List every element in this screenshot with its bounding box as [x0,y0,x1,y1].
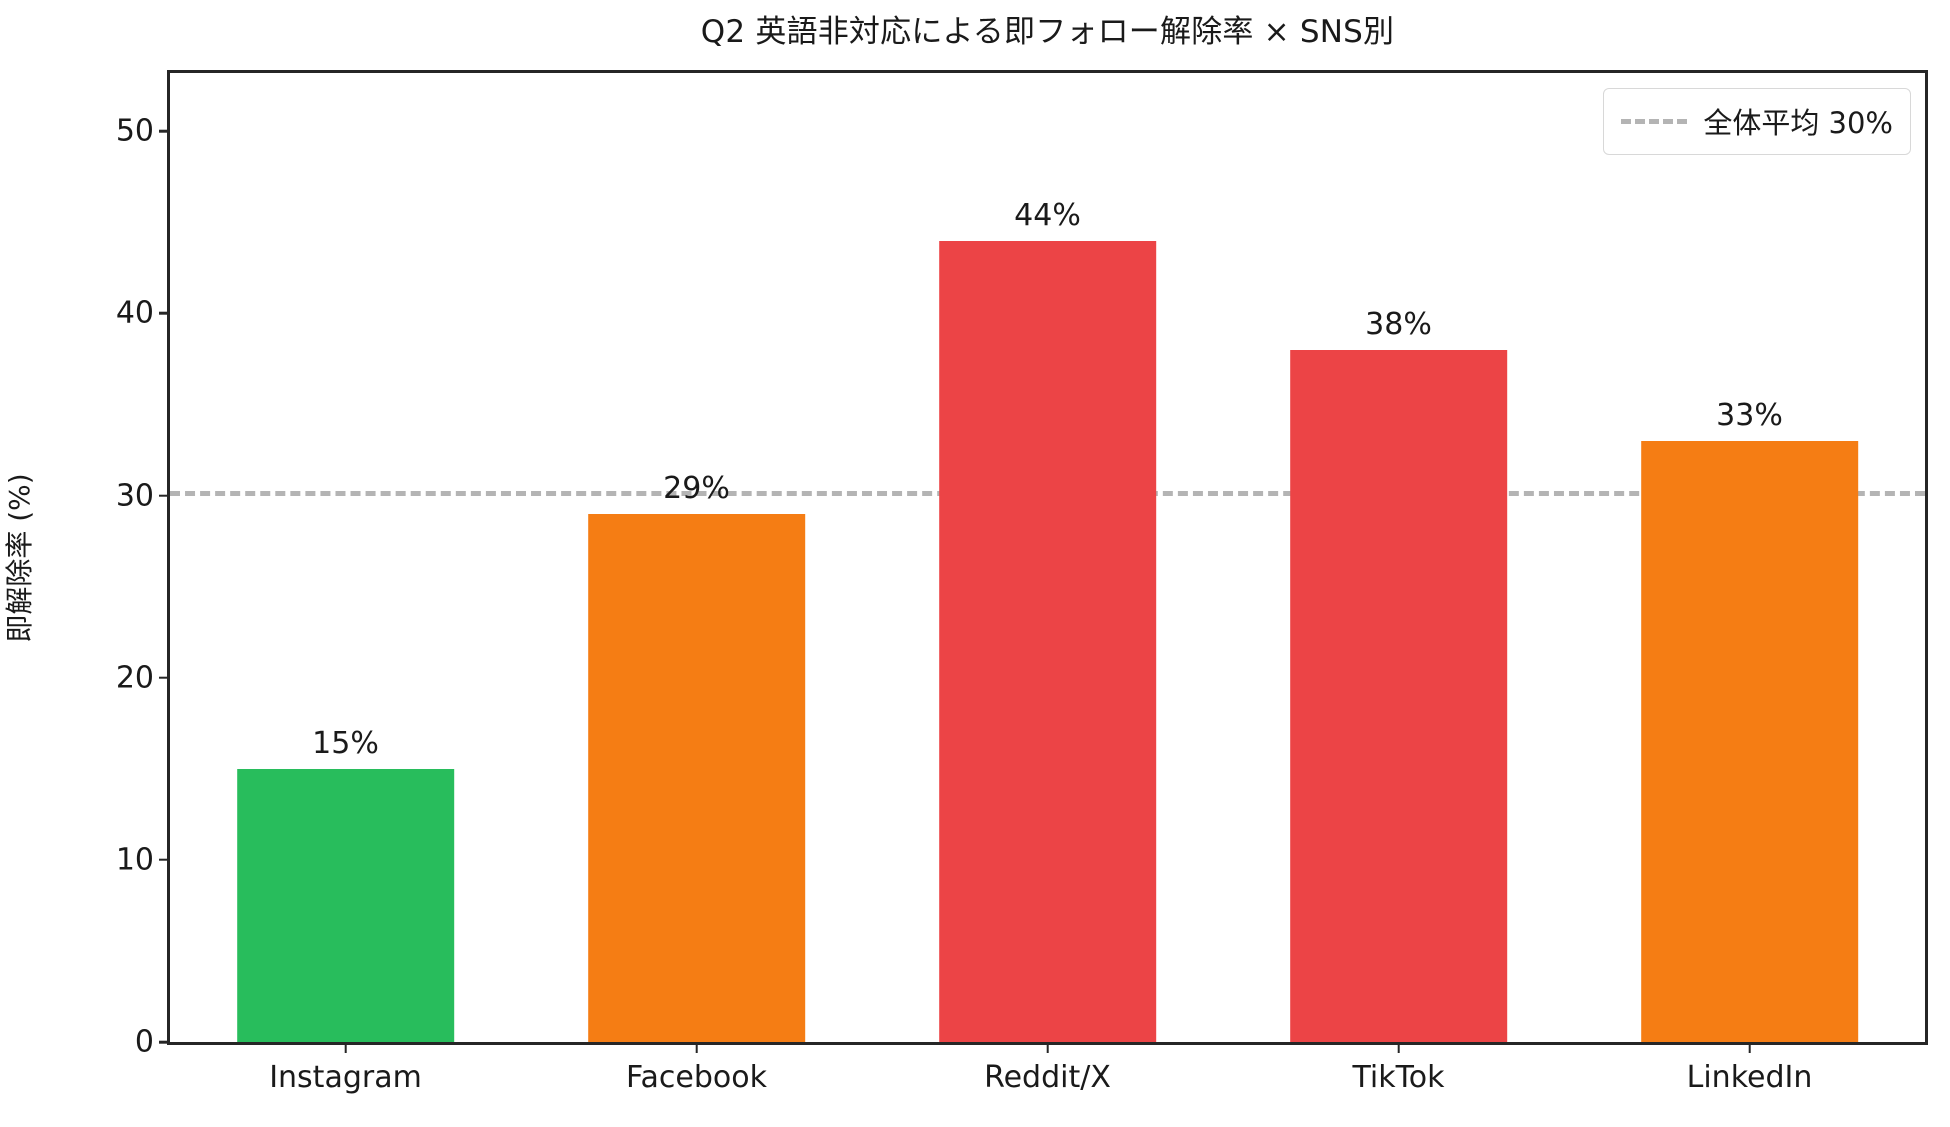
bar-value-label: 44% [1014,197,1081,233]
plot-inner: 0 10 20 30 40 50 15% 29% 44% 38% 33% Instagram Fac… [116,73,1925,1095]
bar: 38% [1289,307,1508,1042]
x-axis-tick-label: Facebook [626,1060,767,1095]
x-axis-tick-label: TikTok [1352,1060,1445,1095]
legend-label: 全体平均 30% [1703,106,1893,140]
y-axis-tick-mark [159,858,170,862]
bar-rect [236,768,455,1042]
x-axis-tick-label: LinkedIn [1686,1060,1813,1095]
bar: 29% [587,471,806,1042]
y-axis-tick-mark [159,130,170,133]
y-axis-label: 即解除率 (%) [3,472,36,643]
y-axis-tick-mark [159,312,170,315]
bar-value-label: 15% [312,725,379,761]
x-axis-tick-label: Instagram [269,1060,422,1095]
bar: 15% [236,726,455,1042]
x-axis-tick-mark [695,1042,698,1053]
x-axis-tick-mark [1046,1042,1049,1053]
y-axis-tick-mark [159,676,170,680]
y-axis-tick-label: 10 [115,842,154,878]
bar-rect [938,240,1157,1042]
legend-dashed-line-swatch [1621,118,1688,124]
y-axis-tick-label: 50 [115,113,154,149]
chart-title: Q2 英語非対応による即フォロー解除率 × SNS別 [700,14,1395,50]
y-axis-tick-mark [159,1040,170,1044]
x-axis-tick-mark [1397,1042,1400,1053]
bar: 44% [938,198,1157,1042]
y-axis-tick-label: 40 [115,295,154,331]
y-axis-label-container: 即解除率 (%) [0,70,60,1045]
x-axis-tick-mark [1748,1042,1751,1053]
legend: 全体平均 30% [1603,88,1911,155]
bar-value-label: 29% [663,470,730,506]
y-axis-tick-label: 30 [115,478,154,514]
bar-value-label: 33% [1716,397,1783,433]
plot-area: 0 10 20 30 40 50 15% 29% 44% 38% 33% Instagram Fac… [116,70,1928,1095]
y-axis-tick-label: 20 [115,660,154,696]
y-axis-tick-label: 0 [134,1024,154,1060]
bar-rect [1640,440,1859,1042]
bar-rect [1289,349,1508,1042]
x-axis-tick-mark [344,1042,347,1053]
bar: 33% [1640,398,1859,1042]
y-axis-tick-mark [159,494,170,497]
x-axis-tick-label: Reddit/X [984,1060,1111,1095]
bar-rect [587,513,806,1042]
bar-value-label: 38% [1365,306,1432,342]
